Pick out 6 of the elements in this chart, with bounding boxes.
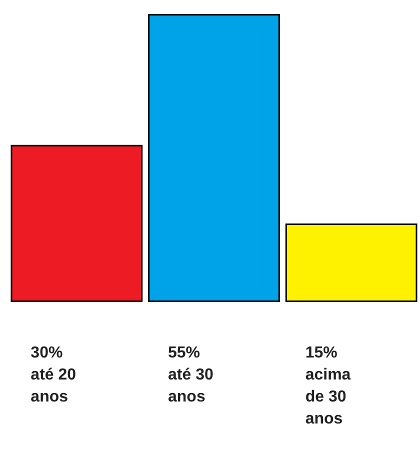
data-label: 30% [30,344,63,362]
x-tick-label: até 30 anos [168,366,218,406]
data-label: 15% [305,344,338,362]
x-tick-label: até 20 anos [30,366,80,406]
data-label: 55% [168,344,200,362]
x-tick-label: acima de 30 anos [305,366,356,428]
